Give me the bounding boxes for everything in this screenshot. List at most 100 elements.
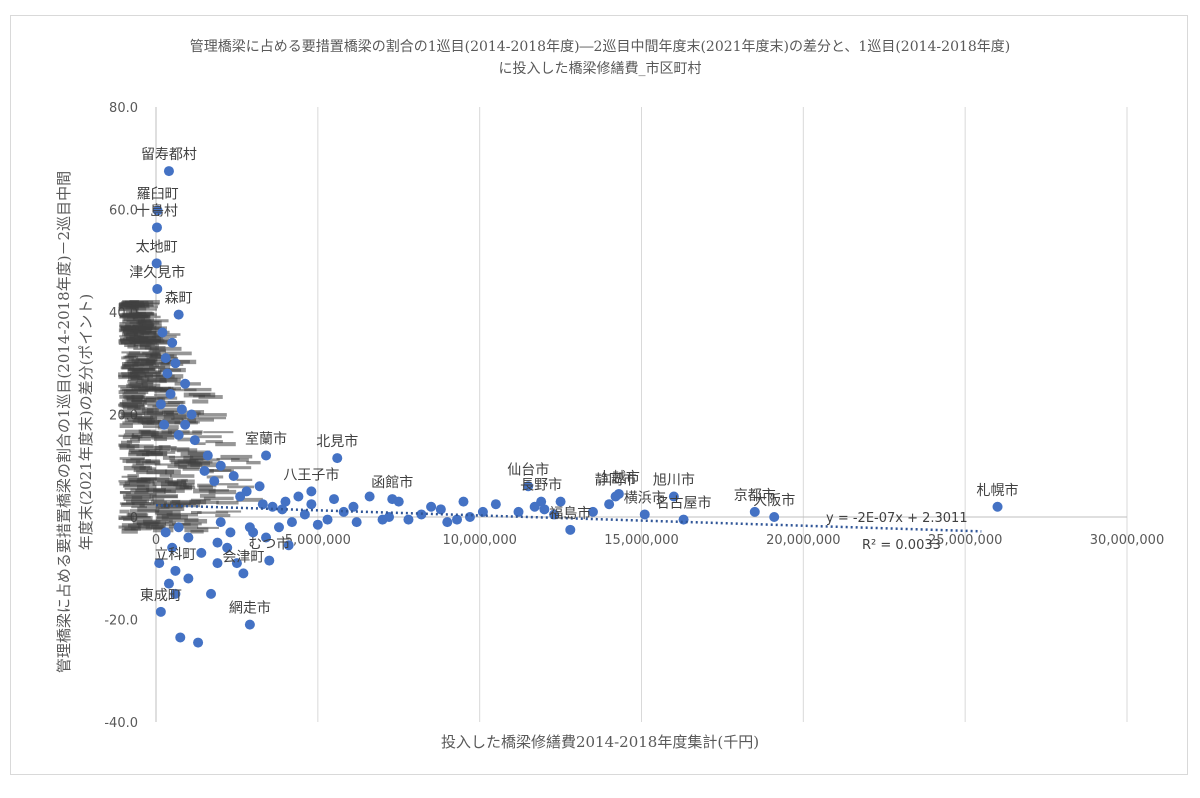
data-point <box>244 522 255 533</box>
data-point <box>228 471 239 481</box>
cluster-glyph <box>121 515 153 519</box>
cluster-glyph <box>160 485 189 489</box>
point-label: 長野市 <box>520 477 562 494</box>
cluster-glyph <box>174 461 201 465</box>
point-label: 大阪市 <box>753 492 795 509</box>
cluster-glyph <box>125 429 151 434</box>
data-point <box>175 632 186 643</box>
cluster-glyph <box>128 450 156 455</box>
cluster-glyph <box>121 312 143 317</box>
axes: 0 5,000,000 10,000,000 15,000,000 20,000,000… <box>104 101 1164 731</box>
cluster-glyph <box>131 394 143 400</box>
x-tick-label: 20,000,000 <box>766 533 840 548</box>
chart-title-line-2: に投入した橋梁修繕費_市区町村 <box>498 61 702 77</box>
data-point <box>231 558 242 569</box>
cluster-glyph <box>231 458 249 462</box>
chart-title-line-1: 管理橋梁に占める要措置橋梁の割合の1巡目(2014-2018年度)―2巡目中間年… <box>189 39 1011 55</box>
dense-cluster-overlay <box>118 300 263 534</box>
x-axis-title: 投入した橋梁修繕費2014-2018年度集計(千円) <box>440 733 760 751</box>
cluster-glyph <box>123 355 139 359</box>
data-point <box>403 514 414 525</box>
cluster-glyph <box>120 440 133 445</box>
data-point <box>212 537 223 548</box>
cluster-glyph <box>133 342 155 347</box>
data-point <box>587 506 598 517</box>
point-label: 八王子市 <box>283 466 339 483</box>
data-point <box>238 568 249 579</box>
cluster-glyph <box>208 489 237 495</box>
cluster-glyph <box>141 396 155 399</box>
data-point <box>165 389 176 399</box>
data-point <box>293 491 304 502</box>
cluster-glyph <box>168 455 194 459</box>
cluster-glyph <box>127 353 158 358</box>
chart-title: 管理橋梁に占める要措置橋梁の割合の1巡目(2014-2018年度)―2巡目中間年… <box>0 36 1200 80</box>
cluster-glyph <box>159 387 171 393</box>
cluster-glyph <box>197 511 229 514</box>
cluster-glyph <box>122 494 151 499</box>
cluster-glyph <box>130 527 152 531</box>
cluster-glyph <box>127 474 139 478</box>
cluster-glyph <box>119 509 130 514</box>
cluster-glyph <box>161 410 190 415</box>
cluster-glyph <box>163 410 175 415</box>
cluster-glyph <box>132 463 144 466</box>
data-point <box>312 519 323 530</box>
cluster-glyph <box>129 321 142 324</box>
cluster-glyph <box>177 459 197 463</box>
cluster-glyph <box>146 408 178 413</box>
cluster-glyph <box>215 514 231 517</box>
cluster-glyph <box>185 421 200 424</box>
data-point <box>151 258 162 269</box>
data-point <box>536 496 547 507</box>
cluster-glyph <box>180 452 212 457</box>
cluster-glyph <box>131 398 143 402</box>
data-point <box>225 527 236 538</box>
cluster-glyph <box>168 518 199 522</box>
data-point <box>151 222 162 233</box>
cluster-glyph <box>181 479 195 485</box>
data-point <box>196 547 207 558</box>
cluster-glyph <box>133 332 144 337</box>
cluster-glyph <box>136 470 154 475</box>
cluster-glyph <box>195 500 219 505</box>
cluster-glyph <box>118 390 149 394</box>
data-point <box>749 506 760 517</box>
data-point <box>604 499 615 510</box>
cluster-glyph <box>156 516 169 521</box>
cluster-glyph <box>123 332 150 335</box>
data-point <box>442 517 453 528</box>
data-point <box>565 524 576 535</box>
cluster-glyph <box>129 383 161 389</box>
y-axis-title-text: 管理橋梁に占める要措置橋梁の割合の1巡目(2014-2018年度)－2巡目中間 … <box>53 171 97 673</box>
data-point <box>235 491 246 502</box>
data-point <box>435 504 446 515</box>
cluster-glyph <box>194 435 222 439</box>
cluster-glyph <box>141 461 156 464</box>
cluster-glyph <box>168 386 181 390</box>
cluster-glyph <box>125 325 157 330</box>
data-point <box>261 450 272 461</box>
cluster-glyph <box>153 500 167 505</box>
y-tick-label: -40.0 <box>104 716 138 731</box>
y-tick-label: 60.0 <box>109 204 138 219</box>
cluster-glyph <box>215 442 236 447</box>
cluster-glyph <box>121 412 145 416</box>
x-tick-label: 15,000,000 <box>604 533 678 548</box>
cluster-glyph <box>163 413 187 419</box>
cluster-glyph <box>126 444 154 449</box>
cluster-glyph <box>126 440 140 443</box>
cluster-glyph <box>131 302 160 306</box>
data-point <box>206 588 217 599</box>
cluster-glyph <box>121 372 133 375</box>
cluster-glyph <box>192 410 205 415</box>
cluster-glyph <box>136 453 168 457</box>
point-label: 北見市 <box>316 433 358 450</box>
data-point <box>212 558 223 569</box>
cluster-glyph <box>122 435 141 440</box>
data-point <box>160 353 171 364</box>
cluster-glyph <box>197 413 227 417</box>
cluster-glyph <box>123 484 145 487</box>
cluster-glyph <box>220 454 253 459</box>
y-tick-label: 80.0 <box>109 101 138 116</box>
